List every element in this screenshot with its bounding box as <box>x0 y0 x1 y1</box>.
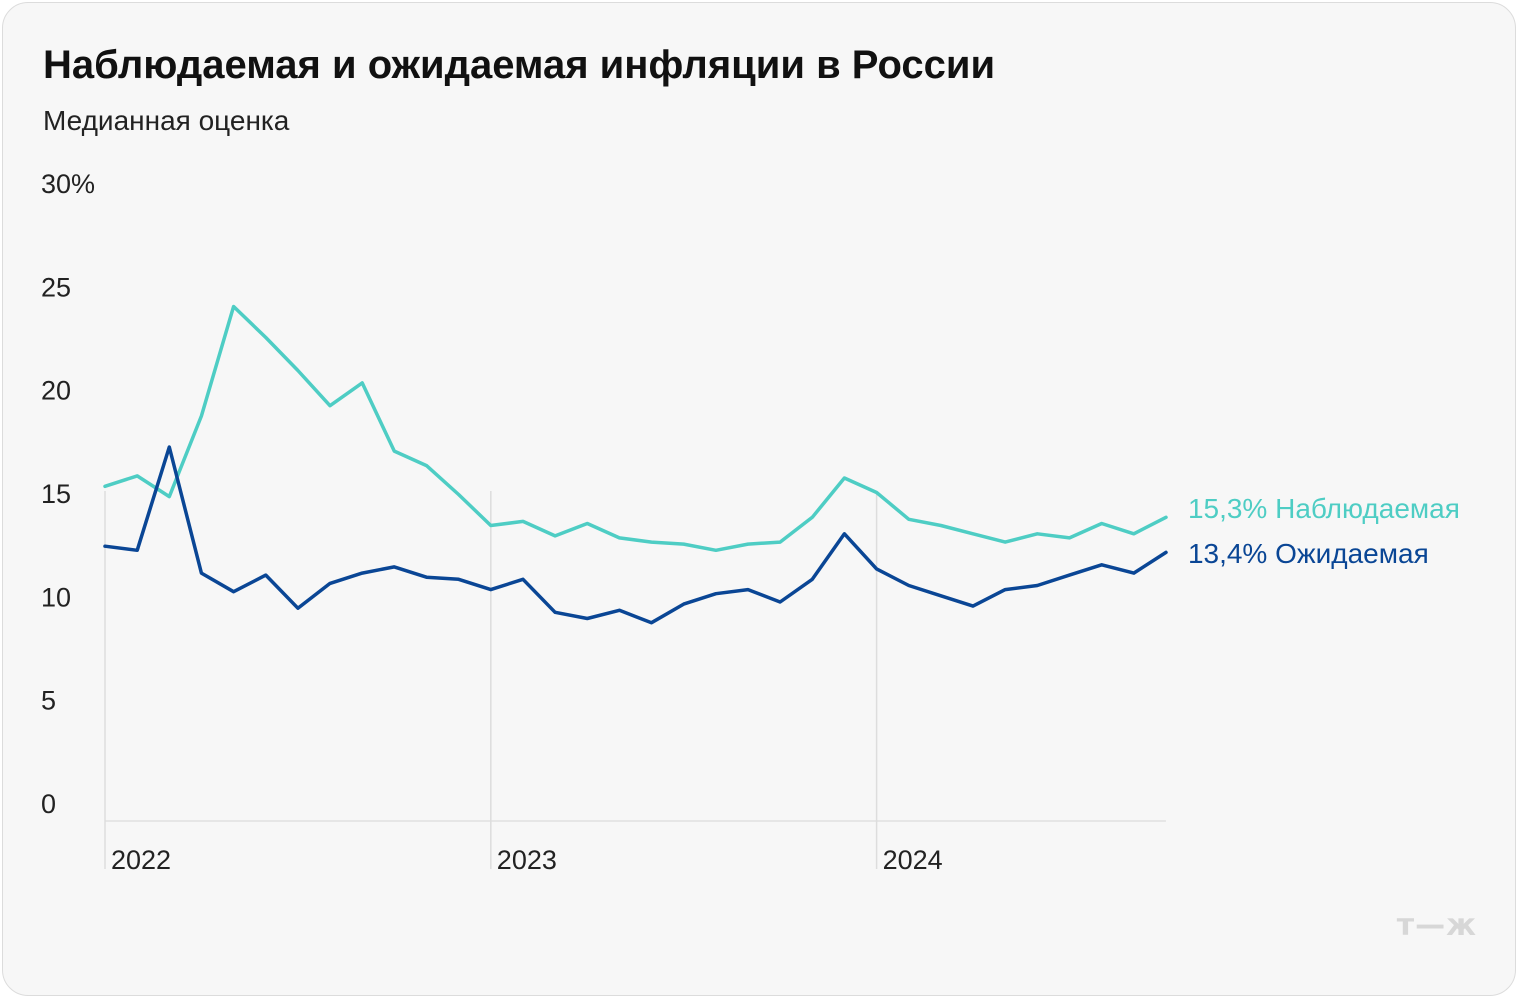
y-tick-label: 15 <box>41 479 71 509</box>
chart-title: Наблюдаемая и ожидаемая инфляции в Росси… <box>43 43 996 87</box>
y-tick-label: 5 <box>41 686 56 716</box>
y-tick-label: 20 <box>41 376 71 406</box>
line-chart: 30% 25 20 15 10 5 0 2022 2023 2024 15,3% Наблюда… <box>41 169 1460 875</box>
x-axis-tick-labels: 2022 2023 2024 <box>111 845 943 875</box>
x-tick-label: 2022 <box>111 845 171 875</box>
series-end-labels: 15,3% Наблюдаемая 13,4% Ожидаемая <box>1188 493 1460 569</box>
series-end-label: 13,4% Ожидаемая <box>1188 538 1429 569</box>
series-lines <box>103 304 1168 625</box>
x-tick-label: 2023 <box>497 845 557 875</box>
y-tick-label: 10 <box>41 582 71 612</box>
grid-lines <box>104 491 1166 869</box>
y-tick-label: 0 <box>41 789 56 819</box>
series-end-label: 15,3% Наблюдаемая <box>1188 493 1460 524</box>
x-tick-label: 2024 <box>883 845 943 875</box>
series-line-1 <box>103 445 1168 625</box>
y-tick-label: 25 <box>41 272 71 302</box>
series-line-0 <box>103 304 1168 553</box>
brand-logo: т—ж <box>1396 908 1477 943</box>
chart-subtitle: Медианная оценка <box>43 105 290 136</box>
y-axis-tick-labels: 30% 25 20 15 10 5 0 <box>41 169 95 819</box>
y-tick-label: 30% <box>41 169 95 199</box>
